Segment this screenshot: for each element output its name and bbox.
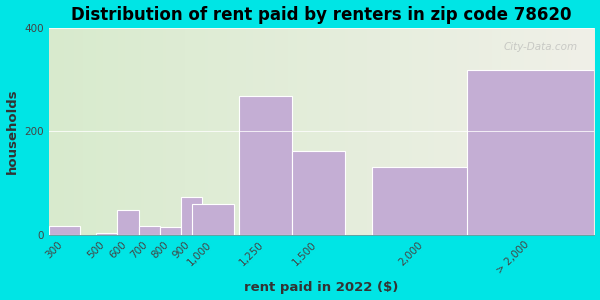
Bar [372,167,478,235]
Bar [181,197,202,235]
Bar [49,226,80,235]
Bar [160,227,181,235]
Text: City-Data.com: City-Data.com [504,42,578,52]
Bar [239,96,292,235]
Bar [139,226,160,235]
Bar [191,204,234,235]
Y-axis label: households: households [5,88,19,174]
Bar [118,210,139,235]
Bar [292,151,346,235]
Bar [96,233,118,235]
Title: Distribution of rent paid by renters in zip code 78620: Distribution of rent paid by renters in … [71,6,572,24]
X-axis label: rent paid in 2022 ($): rent paid in 2022 ($) [244,281,399,294]
Bar [467,70,595,235]
